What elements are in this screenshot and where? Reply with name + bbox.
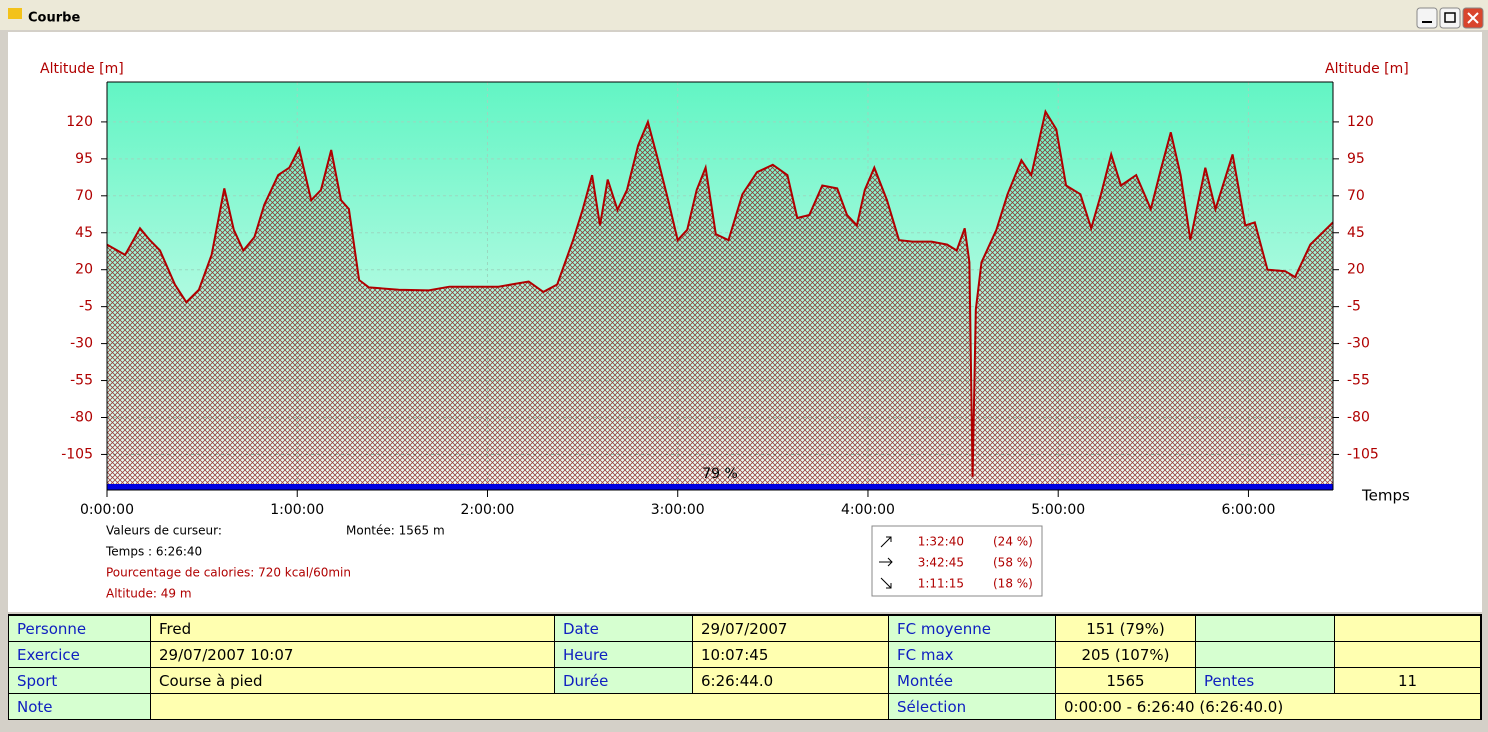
slope-share: (24 %) bbox=[993, 535, 1033, 549]
line bbox=[106, 108, 1334, 477]
field-value bbox=[151, 694, 889, 720]
field-value: 205 (107%) bbox=[1056, 642, 1196, 668]
field-value: 151 (79%) bbox=[1056, 616, 1196, 642]
y-tick-label: 70 bbox=[75, 188, 93, 204]
down-arrow bbox=[880, 577, 892, 589]
field-value: 1565 bbox=[1056, 668, 1196, 694]
y-tick-label: -80 bbox=[70, 409, 93, 425]
field-value bbox=[1335, 642, 1481, 668]
slope-box bbox=[871, 525, 1043, 597]
title-bar bbox=[0, 0, 1488, 30]
x-tick-label: 5:00:00 bbox=[1031, 502, 1085, 518]
field-label: Date bbox=[555, 616, 693, 642]
slope-share: (58 %) bbox=[993, 556, 1033, 570]
field-value bbox=[1335, 616, 1481, 642]
field-label: Sélection bbox=[889, 694, 1056, 720]
window-title: Courbe bbox=[28, 11, 80, 26]
field-value: Fred bbox=[151, 616, 555, 642]
field-label: Exercice bbox=[9, 642, 151, 668]
maximize-button[interactable] bbox=[1439, 7, 1461, 29]
x-tick-label: 2:00:00 bbox=[460, 502, 514, 518]
field-label bbox=[1196, 616, 1335, 642]
field-label: Montée bbox=[889, 668, 1056, 694]
y-tick-label: -30 bbox=[70, 336, 93, 352]
cursor-climb: Montée: 1565 m bbox=[346, 524, 445, 538]
y-tick-label: -5 bbox=[79, 299, 93, 315]
progress-label: 79 % bbox=[702, 466, 738, 482]
field-value: 10:07:45 bbox=[693, 642, 889, 668]
field-label bbox=[1196, 642, 1335, 668]
minimize-button[interactable] bbox=[1416, 7, 1438, 29]
field-label: Note bbox=[9, 694, 151, 720]
field-label: Pentes bbox=[1196, 668, 1335, 694]
y2-axis-label: Altitude [m] bbox=[1325, 61, 1409, 77]
x-tick-label: 6:00:00 bbox=[1221, 502, 1275, 518]
slope-share: (18 %) bbox=[993, 577, 1033, 591]
field-label: FC max bbox=[889, 642, 1056, 668]
x-tick-label: 3:00:00 bbox=[651, 502, 705, 518]
field-value: 29/07/2007 bbox=[693, 616, 889, 642]
y2-tick-label: 45 bbox=[1347, 225, 1365, 241]
cursor-altitude: Altitude: 49 m bbox=[106, 587, 192, 601]
y-tick-label: 95 bbox=[75, 151, 93, 167]
field-label: Heure bbox=[555, 642, 693, 668]
y2-tick-label: -30 bbox=[1347, 336, 1370, 352]
y2-tick-label: -80 bbox=[1347, 409, 1370, 425]
y2-tick-label: 70 bbox=[1347, 188, 1365, 204]
field-value: 0:00:00 - 6:26:40 (6:26:40.0) bbox=[1056, 694, 1481, 720]
slopes: 1:32:40 (24 %) 3:42:45 (58 %) 1:11:15 (18 %) bbox=[918, 535, 1033, 591]
field-label: Durée bbox=[555, 668, 693, 694]
y-tick-label: -105 bbox=[61, 446, 93, 462]
cursor-time: Temps : 6:26:40 bbox=[105, 545, 202, 559]
y2-tick-label: -55 bbox=[1347, 373, 1370, 389]
y2-tick-label: 95 bbox=[1347, 151, 1365, 167]
slope-time: 3:42:45 bbox=[918, 556, 964, 570]
field-label: FC moyenne bbox=[889, 616, 1056, 642]
plot: 79 % bbox=[106, 81, 1334, 491]
y-tick-label: 45 bbox=[75, 225, 93, 241]
cursor-title: Valeurs de curseur: bbox=[106, 524, 222, 538]
field-value: Course à pied bbox=[151, 668, 555, 694]
up-arrow bbox=[880, 536, 892, 548]
cursor-calories: Pourcentage de calories: 720 kcal/60min bbox=[106, 566, 351, 580]
y-tick-label: 120 bbox=[66, 114, 93, 130]
close-button[interactable] bbox=[1462, 7, 1484, 29]
y2-tick-label: 20 bbox=[1347, 262, 1365, 278]
slope-time: 1:32:40 bbox=[918, 535, 964, 549]
y-tick-label: 20 bbox=[75, 262, 93, 278]
area bbox=[107, 111, 1333, 484]
app-icon bbox=[8, 8, 22, 19]
field-label: Personne bbox=[9, 616, 151, 642]
y2-tick-label: 120 bbox=[1347, 114, 1374, 130]
progress-bar bbox=[107, 484, 1333, 490]
x-tick-label: 0:00:00 bbox=[80, 502, 134, 518]
field-value: 6:26:44.0 bbox=[693, 668, 889, 694]
field-label: Sport bbox=[9, 668, 151, 694]
x-axis-label: Temps bbox=[1361, 487, 1410, 505]
y-axis-label: Altitude [m] bbox=[40, 61, 124, 77]
y2-tick-label: -5 bbox=[1347, 299, 1361, 315]
y2-tick-label: -105 bbox=[1347, 446, 1379, 462]
slope-time: 1:11:15 bbox=[918, 577, 964, 591]
x-tick-label: 1:00:00 bbox=[270, 502, 324, 518]
field-value: 29/07/2007 10:07 bbox=[151, 642, 555, 668]
x-tick-label: 4:00:00 bbox=[841, 502, 895, 518]
y-tick-label: -55 bbox=[70, 373, 93, 389]
field-value: 11 bbox=[1335, 668, 1481, 694]
flat-arrow bbox=[879, 557, 893, 567]
